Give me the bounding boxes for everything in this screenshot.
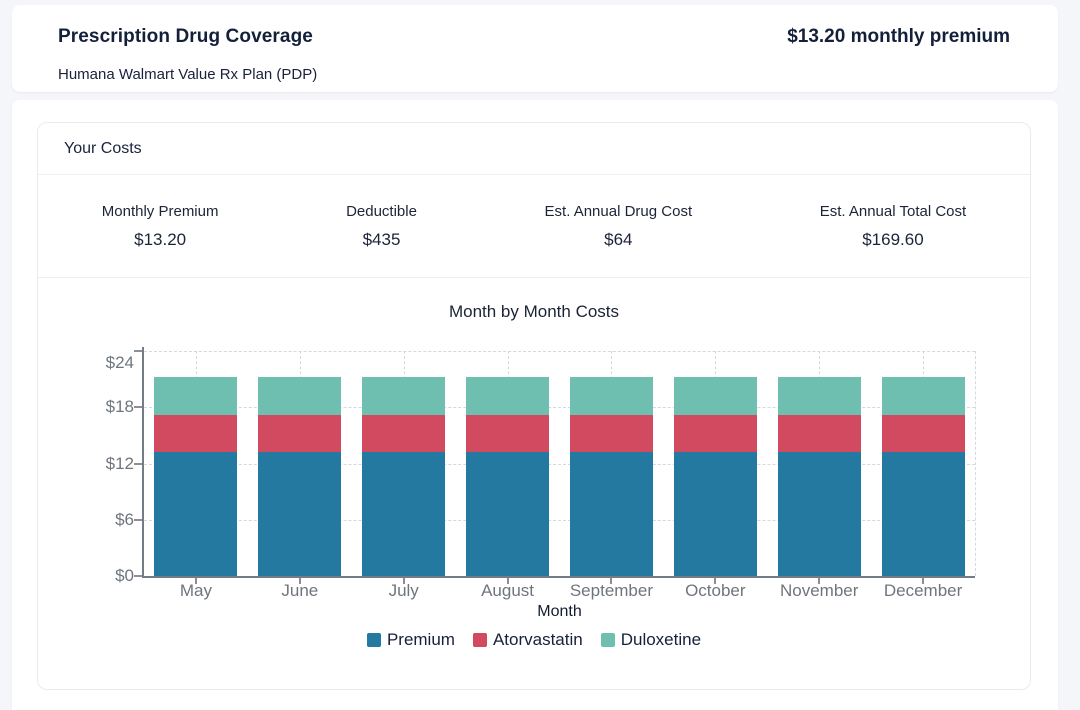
legend-swatch-atorvastatin	[472, 633, 487, 647]
x-tick-label-december: December	[883, 581, 963, 600]
bar-premium-october	[673, 452, 757, 576]
gridline-horizontal	[144, 351, 975, 352]
bar-atorvastatin-may	[154, 414, 238, 453]
content-section: Your Costs Monthly Premium $13.20 Deduct…	[12, 100, 1058, 710]
y-tick-label: $6	[115, 509, 134, 529]
bar-atorvastatin-july	[362, 414, 446, 453]
legend-label: Premium	[386, 630, 455, 649]
monthly-premium-note: $13.20 monthly premium	[787, 26, 1010, 47]
y-axis-line	[142, 347, 144, 578]
stat-deductible: Deductible $435	[346, 203, 417, 250]
y-tick-label: $18	[105, 397, 134, 417]
x-tick-label-june: June	[281, 581, 319, 600]
y-tick-mark	[134, 462, 142, 465]
page-title: Prescription Drug Coverage	[58, 26, 313, 47]
stat-value: $169.60	[862, 229, 924, 249]
x-tick-mark	[922, 578, 925, 584]
bar-atorvastatin-june	[258, 414, 342, 453]
legend-item-premium[interactable]: Premium	[366, 630, 455, 650]
x-tick-mark	[506, 578, 509, 584]
plot-right-border	[975, 351, 976, 576]
legend-swatch-premium	[366, 633, 381, 647]
bar-duloxetine-july	[362, 377, 446, 415]
y-tick-label: $12	[105, 453, 134, 473]
bar-premium-september	[569, 452, 653, 576]
bar-duloxetine-october	[673, 377, 757, 415]
legend-item-duloxetine[interactable]: Duloxetine	[600, 630, 702, 650]
bar-atorvastatin-december	[881, 414, 965, 453]
x-tick-label-august: August	[481, 581, 535, 600]
x-tick-mark	[194, 578, 197, 584]
stat-label: Monthly Premium	[101, 202, 219, 220]
bar-atorvastatin-september	[569, 414, 653, 453]
stat-annual-drug-cost: Est. Annual Drug Cost $64	[545, 203, 693, 250]
gridline-horizontal	[144, 519, 975, 521]
bar-duloxetine-june	[258, 377, 342, 415]
your-costs-card: Your Costs Monthly Premium $13.20 Deduct…	[37, 122, 1031, 690]
plan-header-card: Prescription Drug Coverage Humana Walmar…	[12, 5, 1058, 92]
x-axis-title: Month	[537, 603, 582, 620]
bar-premium-may	[154, 452, 238, 576]
legend-label: Duloxetine	[620, 630, 702, 649]
y-tick-label: $0	[115, 566, 134, 585]
bar-premium-december	[881, 452, 965, 576]
x-tick-mark	[402, 578, 405, 584]
plan-header-left: Prescription Drug Coverage Humana Walmar…	[58, 26, 317, 83]
x-tick-mark	[714, 578, 717, 584]
bar-atorvastatin-october	[673, 414, 757, 453]
legend-item-atorvastatin[interactable]: Atorvastatin	[472, 630, 583, 650]
bar-duloxetine-december	[881, 377, 965, 415]
chart-legend: Premium Atorvastatin Duloxetine	[38, 630, 1030, 650]
stat-label: Est. Annual Total Cost	[819, 202, 967, 220]
stat-value: $435	[362, 229, 401, 249]
costs-stats-row: Monthly Premium $13.20 Deductible $435 E…	[38, 175, 1030, 278]
bar-premium-august	[466, 452, 550, 576]
gridline-horizontal	[144, 463, 975, 465]
legend-label: Atorvastatin	[492, 630, 583, 649]
costs-card-header: Your Costs	[38, 123, 1030, 175]
x-tick-mark	[298, 578, 301, 584]
x-tick-mark	[818, 578, 821, 584]
stat-value: $64	[604, 229, 633, 249]
x-tick-label-october: October	[685, 581, 746, 600]
bar-duloxetine-september	[569, 377, 653, 415]
bar-duloxetine-november	[777, 377, 861, 415]
plan-subtitle: Humana Walmart Value Rx Plan (PDP)	[58, 66, 318, 83]
y-tick-mark	[134, 518, 142, 521]
stat-label: Deductible	[346, 202, 417, 220]
x-tick-label-july: July	[388, 581, 419, 600]
x-tick-label-may: May	[179, 581, 212, 600]
bar-premium-june	[258, 452, 342, 576]
stat-label: Est. Annual Drug Cost	[544, 202, 693, 220]
bar-premium-july	[362, 452, 446, 576]
bar-duloxetine-august	[466, 377, 550, 415]
x-axis-line	[142, 576, 975, 578]
stat-monthly-premium: Monthly Premium $13.20	[102, 203, 219, 250]
x-tick-mark	[610, 578, 613, 584]
stat-annual-total-cost: Est. Annual Total Cost $169.60	[820, 203, 966, 250]
bar-atorvastatin-august	[466, 414, 550, 453]
month-by-month-chart: Month by Month Costs Month Premium Atorv…	[38, 278, 1030, 690]
bar-premium-november	[777, 452, 861, 576]
stat-value: $13.20	[134, 229, 187, 249]
gridline-horizontal	[144, 407, 975, 409]
bar-atorvastatin-november	[777, 414, 861, 453]
y-tick-label: $24	[105, 353, 134, 372]
y-tick-mark	[134, 350, 142, 352]
y-tick-mark	[134, 406, 142, 409]
costs-card-title: Your Costs	[64, 139, 142, 157]
y-tick-mark	[134, 575, 142, 577]
x-tick-label-november: November	[779, 581, 859, 600]
x-tick-label-september: September	[569, 581, 654, 600]
chart-title: Month by Month Costs	[448, 302, 620, 321]
legend-swatch-duloxetine	[600, 633, 615, 647]
bar-duloxetine-may	[154, 377, 238, 415]
